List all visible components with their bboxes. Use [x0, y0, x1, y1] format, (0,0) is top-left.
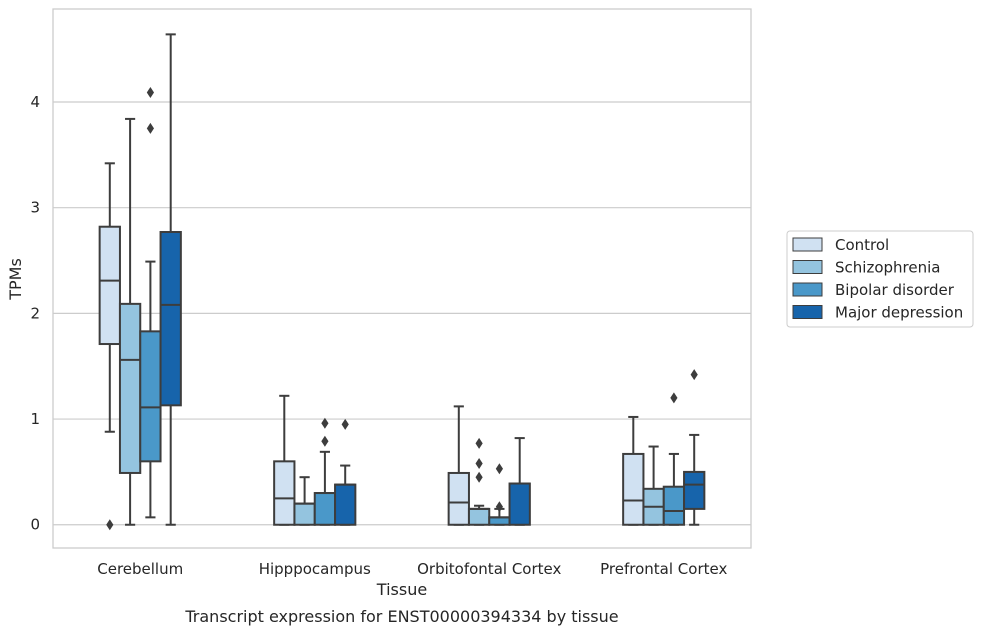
plot-area — [52, 8, 752, 549]
legend-swatch — [792, 282, 823, 297]
outlier-marker — [495, 501, 503, 513]
legend-swatch — [792, 260, 823, 274]
box-control — [622, 415, 645, 526]
box-groups — [98, 33, 706, 531]
box-control — [447, 405, 470, 526]
chart-caption: Transcript expression for ENST0000039433… — [184, 607, 618, 626]
box — [273, 460, 296, 526]
box-schizophrenia — [293, 476, 316, 526]
x-tick-label: Orbitofontal Cortex — [417, 560, 561, 578]
box — [447, 471, 470, 526]
legend-label: Major depression — [835, 304, 963, 322]
x-tick-label: Hipppocampus — [259, 560, 371, 578]
legend: Control Schizophrenia Bipolar disorder Majo… — [786, 230, 974, 328]
legend-swatch — [792, 237, 823, 252]
box-schizophrenia — [642, 445, 665, 526]
outlier-marker — [475, 437, 483, 449]
outlier-marker — [690, 369, 698, 381]
box-bipolar-disorder — [488, 463, 511, 526]
box-schizophrenia — [118, 117, 142, 526]
box — [467, 507, 491, 526]
box — [313, 492, 337, 526]
y-tick-label: 1 — [30, 410, 40, 428]
y-tick-label: 3 — [30, 199, 40, 217]
box-control — [98, 162, 121, 531]
box — [662, 485, 686, 526]
box-major-depression — [334, 418, 357, 526]
outlier-marker — [146, 86, 154, 98]
x-tick-label: Prefrontal Cortex — [600, 560, 727, 578]
outlier-marker — [670, 392, 678, 404]
outlier-marker — [495, 463, 503, 475]
y-tick-label: 2 — [30, 304, 40, 322]
box — [98, 225, 121, 346]
outlier-marker — [475, 471, 483, 483]
legend-items: Control Schizophrenia Bipolar disorder Majo… — [792, 236, 963, 322]
y-tick-label: 4 — [30, 93, 40, 111]
y-tick-labels: 0 1 2 3 4 — [30, 93, 40, 534]
box — [488, 516, 511, 526]
legend-label: Control — [835, 236, 889, 254]
x-tick-labels: Cerebellum Hipppocampus Orbitofontal Corte… — [97, 560, 727, 578]
box-major-depression — [508, 437, 531, 526]
box-schizophrenia — [467, 437, 491, 526]
box — [508, 482, 531, 526]
legend-label: Schizophrenia — [835, 259, 940, 277]
outlier-marker — [106, 519, 114, 531]
box-bipolar-disorder — [662, 392, 686, 526]
box — [622, 452, 645, 526]
box — [139, 330, 162, 463]
y-axis-label: TPMs — [6, 258, 25, 301]
legend-swatch — [792, 305, 823, 319]
box-bipolar-disorder — [139, 86, 162, 519]
box — [118, 302, 142, 474]
outlier-marker — [321, 435, 329, 447]
box-bipolar-disorder — [313, 417, 337, 526]
box — [159, 230, 182, 407]
x-axis-label: Tissue — [376, 580, 427, 599]
box-major-depression — [683, 369, 706, 526]
outlier-marker — [475, 457, 483, 469]
box — [683, 470, 706, 510]
box-major-depression — [159, 33, 182, 526]
x-tick-label: Cerebellum — [97, 560, 183, 578]
box — [334, 483, 357, 526]
outlier-marker — [321, 417, 329, 429]
legend-frame — [786, 230, 974, 328]
y-tick-label: 0 — [30, 516, 40, 534]
box — [293, 502, 316, 526]
outlier-marker — [146, 122, 154, 134]
outlier-marker — [341, 418, 349, 430]
box-control — [273, 394, 296, 526]
legend-label: Bipolar disorder — [835, 281, 955, 299]
